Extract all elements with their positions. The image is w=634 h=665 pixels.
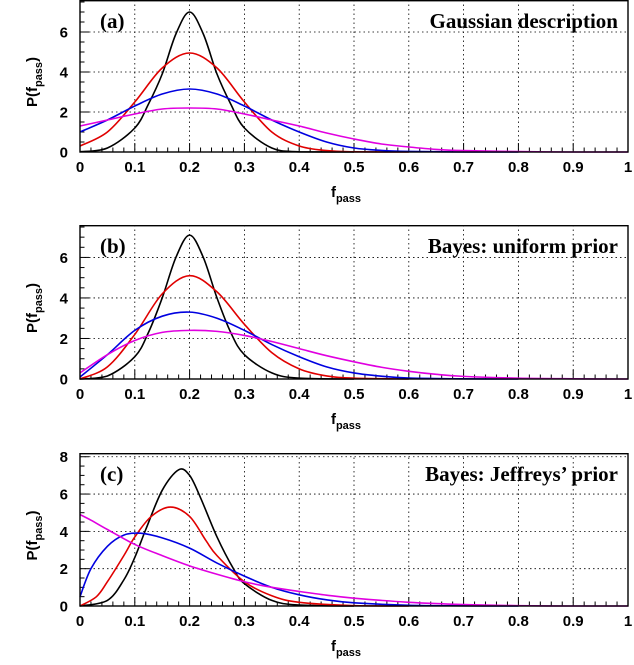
x-tick-label: 0.6 [398, 386, 419, 403]
x-tick-label: 0.4 [289, 386, 311, 403]
x-tick-label: 0.6 [398, 613, 419, 630]
panel-title: Bayes: Jeffreys’ prior [425, 462, 618, 486]
series-line-2 [79, 506, 409, 607]
series-line-1 [79, 234, 355, 380]
y-tick-label: 2 [60, 561, 68, 578]
x-tick-label: 0.2 [179, 386, 200, 403]
series-line-3 [79, 311, 519, 380]
x-tick-label: 0.6 [398, 159, 419, 176]
series [79, 468, 628, 607]
plot-frame [79, 0, 629, 153]
x-tick-label: 0.8 [508, 386, 529, 403]
panel-title: Gaussian description [430, 9, 619, 33]
y-tick-label: 6 [60, 250, 68, 267]
x-tick-label: 0.1 [124, 159, 145, 176]
x-tick-label: 0.8 [508, 159, 529, 176]
series-line-1 [79, 468, 355, 607]
y-tick-label: 0 [60, 599, 68, 616]
x-tick-label: 0 [76, 159, 84, 176]
y-axis-title: P(fpass) [24, 57, 45, 107]
x-tick-label: 0.2 [179, 159, 200, 176]
x-tick-label: 1 [624, 159, 632, 176]
series-line-4 [79, 329, 629, 380]
x-axis-title: fpass [331, 411, 361, 432]
panel-label: (b) [100, 234, 126, 258]
y-tick-label: 4 [60, 524, 69, 541]
x-tick-label: 0.9 [563, 613, 584, 630]
ticks [79, 456, 629, 607]
y-axis-title: P(fpass) [24, 283, 45, 333]
x-tick-label: 0.1 [124, 613, 145, 630]
x-tick-label: 0.1 [124, 386, 145, 403]
y-tick-label: 2 [60, 331, 68, 348]
x-tick-label: 0.4 [289, 613, 311, 630]
x-tick-label: 0.7 [453, 386, 474, 403]
y-tick-label: 0 [60, 372, 68, 389]
x-tick-label: 0.5 [344, 386, 365, 403]
panel-1: 0 0.1 0.2 0.3 0.4 0.5 0.6 0.7 0.8 0.9 1 0 2 4 6 fpass P(… [24, 0, 632, 205]
x-tick-label: 0.3 [234, 386, 255, 403]
x-tick-label: 0.7 [453, 159, 474, 176]
x-axis-title: fpass [331, 638, 361, 659]
y-tick-label: 4 [60, 65, 69, 82]
series [79, 234, 629, 380]
series-line-2 [79, 274, 409, 380]
x-tick-label: 0.7 [453, 613, 474, 630]
panel-label: (a) [100, 9, 125, 33]
x-tick-label: 0.9 [563, 159, 584, 176]
x-tick-label: 0.3 [234, 159, 255, 176]
series [79, 11, 628, 153]
series-line-2 [79, 52, 409, 153]
series-line-3 [79, 532, 519, 607]
x-tick-label: 0.2 [179, 613, 200, 630]
panel-2: 0 0.1 0.2 0.3 0.4 0.5 0.6 0.7 0.8 0.9 1 0 2 4 6 fpass P(… [24, 224, 632, 432]
x-tick-label: 1 [624, 613, 632, 630]
x-tick-label: 0 [76, 613, 84, 630]
grid [80, 225, 628, 379]
x-tick-label: 0.5 [344, 159, 365, 176]
panel-label: (c) [100, 462, 123, 486]
y-axis-title: P(fpass) [24, 510, 45, 560]
y-tick-label: 4 [60, 290, 69, 307]
y-tick-label: 6 [60, 25, 68, 42]
panel-3: 0 0.1 0.2 0.3 0.4 0.5 0.6 0.7 0.8 0.9 1 0 2 4 6 8 fpass P… [24, 449, 632, 659]
y-tick-label: 8 [60, 449, 68, 466]
x-tick-label: 0.5 [344, 613, 365, 630]
x-tick-label: 0.3 [234, 613, 255, 630]
plot-frame [79, 453, 629, 607]
series-line-3 [79, 88, 519, 153]
panel-title: Bayes: uniform prior [428, 234, 618, 258]
series-line-1 [79, 11, 355, 153]
y-tick-label: 2 [60, 105, 68, 122]
plot-frame [79, 224, 629, 380]
x-tick-label: 0.4 [289, 159, 311, 176]
y-tick-label: 6 [60, 487, 68, 504]
grid [80, 453, 628, 606]
series-line-4 [79, 107, 628, 153]
x-tick-label: 0.8 [508, 613, 529, 630]
y-tick-label: 0 [60, 145, 68, 162]
x-axis-title: fpass [331, 184, 361, 205]
series-line-4 [79, 513, 628, 607]
x-tick-label: 1 [624, 386, 632, 403]
x-tick-label: 0.9 [563, 386, 584, 403]
x-tick-label: 0 [76, 386, 84, 403]
